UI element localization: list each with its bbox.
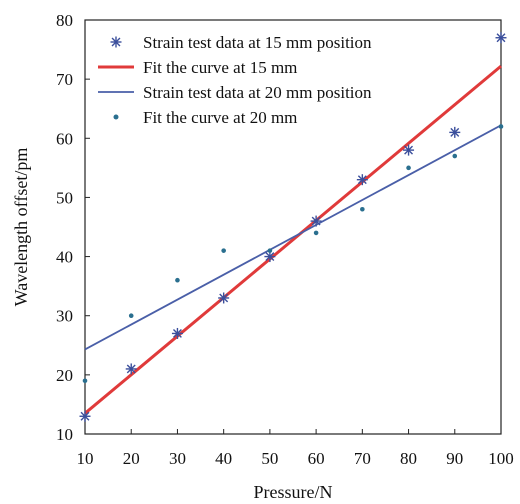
data-point-dot xyxy=(221,248,226,253)
data-point-dot xyxy=(267,248,273,253)
plot-area xyxy=(84,19,502,435)
y-tick-label: 80 xyxy=(56,11,73,30)
legend-dot-swatch xyxy=(113,114,119,120)
x-tick-label: 50 xyxy=(261,449,278,468)
x-tick-label: 100 xyxy=(488,449,514,468)
y-tick-label: 40 xyxy=(56,248,73,267)
data-point-dot xyxy=(406,165,411,171)
series-layer xyxy=(79,32,507,422)
legend-asterisk-swatch xyxy=(110,36,122,48)
legend-label: Fit the curve at 15 mm xyxy=(143,58,297,77)
y-tick-label: 20 xyxy=(56,366,73,385)
series-line-3 xyxy=(84,124,502,351)
y-tick-label: 10 xyxy=(56,425,73,444)
x-tick-label: 10 xyxy=(77,449,94,468)
legend-item: Strain test data at 15 mm position xyxy=(110,33,372,52)
data-point-dot xyxy=(498,124,504,129)
data-point-asterisk xyxy=(125,363,137,375)
x-axis-title: Pressure/N xyxy=(254,482,333,502)
y-axis-title: Wavelength offset/pm xyxy=(11,148,31,307)
y-tick-label: 60 xyxy=(56,129,73,148)
data-point-dot xyxy=(175,277,180,283)
series-line-2 xyxy=(84,64,502,415)
legend-item: Fit the curve at 20 mm xyxy=(113,108,297,127)
data-point-asterisk xyxy=(171,327,183,339)
x-tick-label: 70 xyxy=(354,449,371,468)
data-point-asterisk xyxy=(310,215,322,227)
legend: Strain test data at 15 mm position Fit th… xyxy=(98,33,372,127)
data-point-dot xyxy=(313,230,319,236)
legend-label: Strain test data at 20 mm position xyxy=(143,83,372,102)
legend-label: Fit the curve at 20 mm xyxy=(143,108,297,127)
data-point-asterisk xyxy=(218,292,230,304)
axis-ticks: 10 20 30 40 50 60 70 80 90 100 10 20 30 40 50 60 70 80 xyxy=(56,11,514,468)
data-point-dot xyxy=(82,378,88,384)
data-point-asterisk xyxy=(495,32,507,44)
y-tick-label: 30 xyxy=(56,307,73,326)
y-tick-label: 70 xyxy=(56,70,73,89)
data-point-dot xyxy=(360,206,365,212)
legend-item: Fit the curve at 15 mm xyxy=(98,58,297,77)
x-tick-label: 30 xyxy=(169,449,186,468)
y-tick-label: 50 xyxy=(56,188,73,207)
plot-frame xyxy=(84,19,502,435)
x-tick-label: 40 xyxy=(215,449,232,468)
legend-label: Strain test data at 15 mm position xyxy=(143,33,372,52)
data-point-dot xyxy=(128,313,134,319)
x-tick-label: 60 xyxy=(308,449,325,468)
data-point-asterisk xyxy=(449,126,461,138)
x-tick-label: 80 xyxy=(400,449,417,468)
x-tick-label: 90 xyxy=(446,449,463,468)
legend-item: Strain test data at 20 mm position xyxy=(98,83,372,102)
data-point-asterisk xyxy=(403,144,415,156)
data-point-asterisk xyxy=(264,251,276,263)
data-point-asterisk xyxy=(356,174,368,186)
data-point-asterisk xyxy=(79,410,91,422)
data-point-dot xyxy=(452,153,458,159)
x-tick-label: 20 xyxy=(123,449,140,468)
